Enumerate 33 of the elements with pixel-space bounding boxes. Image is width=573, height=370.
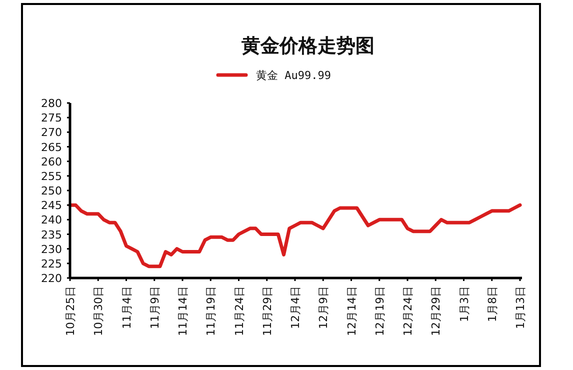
x-tick-label: 11月4日 xyxy=(120,286,134,329)
y-tick-label: 260 xyxy=(41,155,62,168)
y-tick-label: 245 xyxy=(41,199,62,212)
y-tick-label: 240 xyxy=(41,214,62,227)
x-tick-label: 12月4日 xyxy=(289,286,302,329)
y-tick-label: 280 xyxy=(41,97,62,110)
x-tick-label: 12月19日 xyxy=(373,286,386,336)
y-tick-label: 225 xyxy=(41,257,62,270)
x-tick-label: 12月24日 xyxy=(402,286,414,336)
legend-label: 黄金 Au99.99 xyxy=(256,69,331,82)
y-tick-label: 265 xyxy=(41,140,62,154)
x-tick-label: 11月19日 xyxy=(204,286,218,336)
x-tick-label: 12月9日 xyxy=(317,286,330,329)
x-tick-label: 12月29日 xyxy=(430,286,443,336)
x-tick-label: 11月29日 xyxy=(260,286,274,336)
y-tick-label: 255 xyxy=(41,170,62,183)
x-tick-label: 11月14日 xyxy=(176,286,190,336)
x-tick-label: 10月30日 xyxy=(92,286,106,336)
y-tick-label: 235 xyxy=(41,228,62,242)
chart-title: 黄金价格走势图 xyxy=(240,35,374,57)
x-tick-label: 1月3日 xyxy=(458,286,471,322)
x-tick-label: 1月13日 xyxy=(514,286,527,329)
y-tick-label: 220 xyxy=(41,272,62,285)
y-tick-label: 270 xyxy=(41,126,62,140)
x-tick-label: 12月14日 xyxy=(345,286,358,336)
y-tick-label: 275 xyxy=(41,112,62,125)
x-tick-label: 11月9日 xyxy=(148,286,162,329)
y-tick-label: 230 xyxy=(41,242,62,256)
line-series xyxy=(68,203,522,268)
x-tick-label: 1月8日 xyxy=(486,286,499,322)
x-tick-label: 10月25日 xyxy=(64,286,77,336)
y-tick-label: 250 xyxy=(41,184,62,198)
x-tick-label: 11月24日 xyxy=(232,286,246,336)
